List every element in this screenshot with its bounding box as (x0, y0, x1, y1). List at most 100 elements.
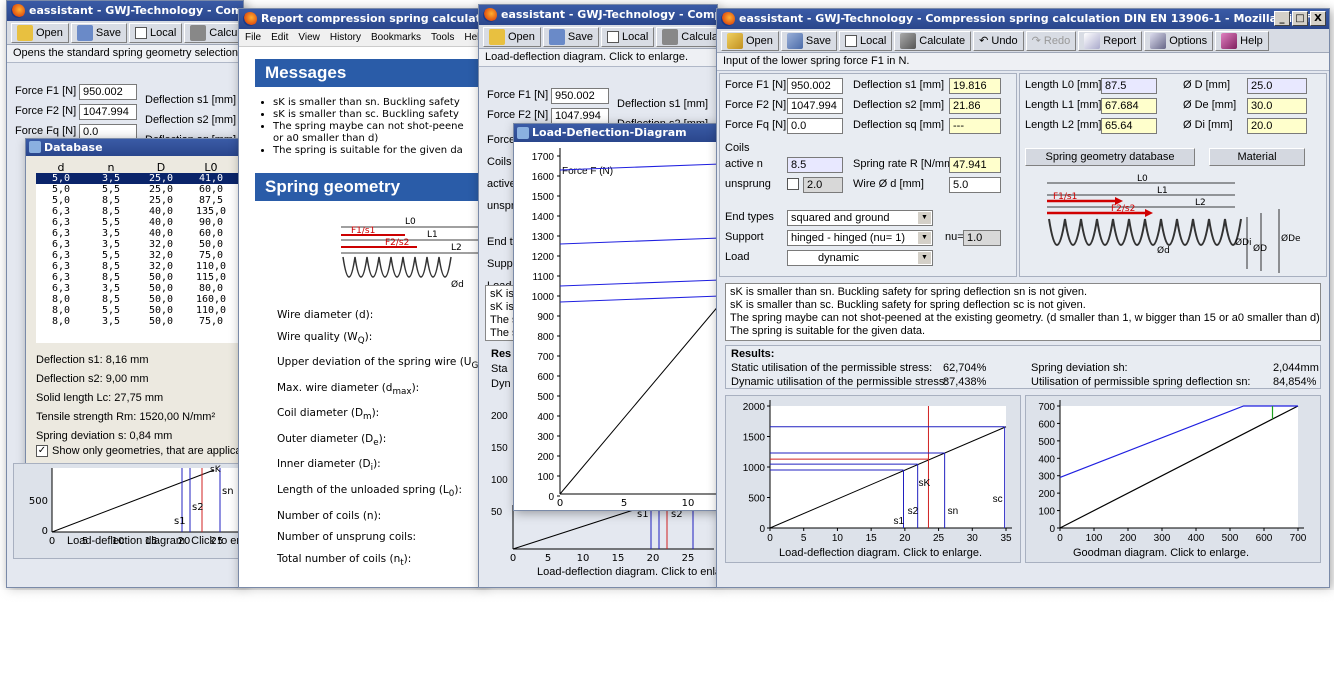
bg3-side-label: Force (487, 134, 516, 146)
f2-input[interactable]: 1047.994 (787, 98, 843, 114)
database-cell: 32,0 (148, 261, 174, 272)
database-row[interactable]: 8,0 8,5 50,0 160,0 (36, 294, 242, 305)
unsprung-checkbox[interactable] (787, 178, 799, 190)
x-tick-label: 30 (967, 533, 979, 544)
open-button[interactable]: Open (721, 30, 779, 51)
l1-input[interactable]: 67.684 (1101, 98, 1157, 114)
chart-icon (517, 127, 529, 139)
database-cell: 50,0 (148, 272, 174, 283)
calculator-icon (662, 28, 679, 45)
report-l2-label: L2 (451, 243, 462, 253)
help-button[interactable]: Help (1215, 30, 1269, 51)
bg3-tick: 150 (491, 443, 508, 454)
l2-input[interactable]: 65.64 (1101, 118, 1157, 134)
bg3-bottom-chart[interactable]: 0 5 10 15 20 25 s1 s2 (509, 505, 714, 565)
database-icon (29, 141, 41, 153)
database-row[interactable]: 5,0 5,5 25,0 60,0 (36, 184, 242, 195)
end-types-select[interactable]: squared and ground (787, 210, 933, 226)
database-row[interactable]: 6,3 5,5 40,0 90,0 (36, 217, 242, 228)
redo-button[interactable]: ↷ Redo (1025, 30, 1077, 51)
database-row[interactable]: 5,0 3,5 25,0 41,0 (36, 173, 242, 184)
local-checkbox[interactable]: Local (839, 30, 893, 51)
spring-geometry-database-button[interactable]: Spring geometry database (1025, 148, 1195, 166)
menu-bookmarks[interactable]: Bookmarks (370, 32, 421, 43)
marker-label-s1: s1 (174, 516, 186, 527)
bg3-save-button[interactable]: Save (542, 26, 599, 47)
material-button[interactable]: Material (1209, 148, 1305, 166)
bg1-calculate-button[interactable]: Calculate (184, 22, 243, 43)
menu-help[interactable]: Help (464, 32, 484, 43)
goodman-chart[interactable]: 0 100 200 300 400 500 600 700 0 100 200 300 400 500 60… (1025, 395, 1321, 563)
load-deflection-chart[interactable]: 0 500 1000 1500 2000 0 5 10 15 20 25 30 35 s1 s2 sK sn sc (725, 395, 1021, 563)
menu-view[interactable]: View (298, 32, 320, 43)
spring-rate-input[interactable]: 47.941 (949, 157, 1001, 173)
report-item-unloaded-length: Length of the unloaded spring (L0): (277, 480, 483, 506)
bg3-calculate-button[interactable]: Calculate (656, 26, 717, 47)
bg1-local-checkbox[interactable]: Local (129, 22, 183, 43)
undo-button[interactable]: ↶ Undo (973, 30, 1024, 51)
bg3-open-button[interactable]: Open (483, 26, 541, 47)
database-row[interactable]: 6,3 8,5 40,0 135,0 (36, 206, 242, 217)
bg1-f1-input[interactable]: 950.002 (79, 84, 137, 100)
active-coils-input[interactable]: 8.5 (787, 157, 843, 173)
x-tick-label: 0 (49, 536, 55, 547)
database-row[interactable]: 8,0 5,5 50,0 110,0 (36, 305, 242, 316)
wire-diameter-input[interactable]: 5.0 (949, 177, 1001, 193)
de-input[interactable]: 30.0 (1247, 98, 1307, 114)
menu-tools[interactable]: Tools (431, 32, 455, 43)
d-input[interactable]: 25.0 (1247, 78, 1307, 94)
database-cell: 50,0 (148, 294, 174, 305)
close-button[interactable]: X (1310, 11, 1326, 26)
sq-input[interactable]: --- (949, 118, 1001, 134)
db-info-tensile-strength: Tensile strength Rm: 1520,00 N/mm² (36, 411, 216, 423)
f1-input[interactable]: 950.002 (787, 78, 843, 94)
bg1-save-button[interactable]: Save (70, 22, 127, 43)
database-row[interactable]: 8,0 3,5 50,0 75,0 (36, 316, 242, 327)
unsprung-input[interactable]: 2.0 (803, 177, 843, 193)
menu-history[interactable]: History (329, 32, 361, 43)
bg3-f2-input[interactable]: 1047.994 (551, 108, 609, 124)
menu-file[interactable]: File (245, 32, 262, 43)
support-select[interactable]: hinged - hinged (nu= 1) (787, 230, 933, 246)
db-filter-checkbox[interactable]: ✓ Show only geometries, that are applica… (36, 445, 243, 457)
bg1-chart-svg: 0500051015202530s1s2snsK (29, 465, 238, 547)
calculate-button[interactable]: Calculate (894, 30, 972, 51)
database-row[interactable]: 6,3 3,5 40,0 60,0 (36, 228, 242, 239)
database-list[interactable]: 5,0 3,5 25,0 41,0 5,0 5,5 25,0 60,0 5,0 8,5 25,0 87… (36, 173, 242, 343)
database-cell: 41,0 (198, 173, 224, 184)
maximize-button[interactable]: □ (1292, 11, 1308, 26)
database-row[interactable]: 6,3 8,5 50,0 115,0 (36, 272, 242, 283)
database-row[interactable]: 6,3 3,5 50,0 80,0 (36, 283, 242, 294)
x-tick-label: 15 (145, 536, 158, 547)
database-row[interactable]: 6,3 8,5 32,0 110,0 (36, 261, 242, 272)
database-cell: 5,0 (51, 195, 71, 206)
database-row[interactable]: 5,0 8,5 25,0 87,5 (36, 195, 242, 206)
database-row[interactable]: 6,3 5,5 32,0 75,0 (36, 250, 242, 261)
report-item-label: Number of unsprung coils: (277, 531, 417, 544)
nu-input[interactable]: 1.0 (963, 230, 1001, 246)
save-button[interactable]: Save (780, 30, 837, 51)
bg1-open-button[interactable]: Open (11, 22, 69, 43)
bg3-f1-input[interactable]: 950.002 (551, 88, 609, 104)
database-cell: 8,5 (101, 206, 121, 217)
l0-input[interactable]: 87.5 (1101, 78, 1157, 94)
save-label: Save (805, 34, 831, 47)
bg1-f2-input[interactable]: 1047.994 (79, 104, 137, 120)
database-row[interactable]: 6,3 3,5 32,0 50,0 (36, 239, 242, 250)
bg1-load-deflection-chart[interactable]: 0500051015202530s1s2snsK (13, 463, 241, 559)
menu-edit[interactable]: Edit (271, 32, 289, 43)
di-input[interactable]: 20.0 (1247, 118, 1307, 134)
load-select[interactable]: dynamic (787, 250, 933, 266)
s2-input[interactable]: 21.86 (949, 98, 1001, 114)
minimize-button[interactable]: _ (1274, 11, 1290, 26)
message-line: The spring is suitable for the given dat… (730, 325, 926, 337)
sn-label: Utilisation of permissible spring deflec… (1031, 376, 1251, 388)
fq-input[interactable]: 0.0 (787, 118, 843, 134)
bg3-side-label: End ty (487, 236, 519, 248)
report-button[interactable]: Report (1078, 30, 1143, 51)
x-tick-label: 10 (682, 498, 695, 509)
save-icon (786, 32, 803, 49)
options-button[interactable]: Options (1144, 30, 1214, 51)
s1-input[interactable]: 19.816 (949, 78, 1001, 94)
bg3-local-checkbox[interactable]: Local (601, 26, 655, 47)
